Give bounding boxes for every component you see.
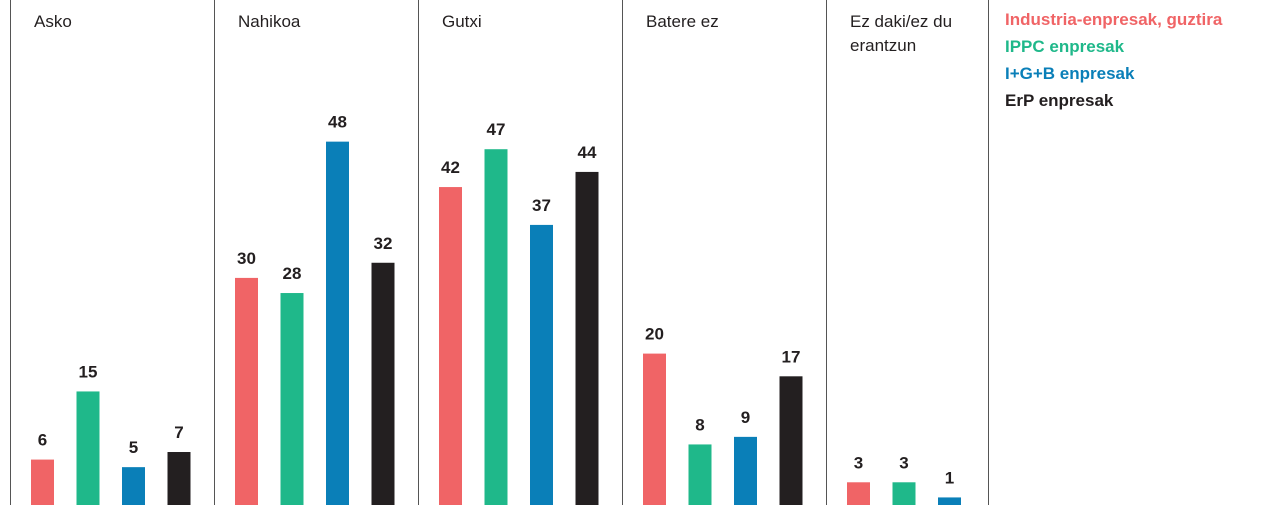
category-label: Asko (34, 12, 72, 31)
legend-entry: I+G+B enpresak (1005, 64, 1135, 83)
value-label: 9 (741, 408, 750, 427)
bar (371, 262, 395, 505)
bar (734, 436, 757, 505)
bar (892, 482, 916, 505)
value-label: 44 (578, 143, 597, 162)
value-label: 1 (945, 468, 954, 487)
value-label: 37 (532, 196, 551, 215)
bar (847, 482, 870, 505)
value-label: 17 (782, 347, 801, 366)
value-label: 20 (645, 325, 664, 344)
bar (439, 187, 462, 505)
value-label: 42 (441, 158, 460, 177)
value-label: 6 (38, 431, 47, 450)
bar (530, 224, 553, 505)
value-label: 32 (374, 234, 393, 253)
category-label: Nahikoa (238, 12, 301, 31)
bar (326, 141, 349, 505)
legend-entry: IPPC enpresak (1005, 37, 1125, 56)
bar (235, 277, 258, 505)
bar (76, 391, 100, 505)
bar (643, 353, 666, 505)
bar (167, 452, 191, 505)
bar (280, 293, 304, 505)
category-label: Batere ez (646, 12, 719, 31)
value-label: 47 (487, 120, 506, 139)
bar (688, 444, 712, 505)
bar (484, 149, 508, 505)
bar (779, 376, 803, 505)
value-label: 15 (79, 362, 98, 381)
bar (575, 171, 599, 505)
value-label: 8 (695, 415, 704, 434)
value-label: 5 (129, 438, 138, 457)
value-label: 7 (174, 423, 183, 442)
bar (31, 459, 54, 505)
value-label: 3 (899, 453, 908, 472)
category-label: Ez daki/ez du erantzun (850, 12, 953, 55)
value-label: 48 (328, 113, 347, 132)
value-label: 28 (283, 264, 302, 283)
bar (938, 497, 961, 505)
value-label: 30 (237, 249, 256, 268)
category-label: Gutxi (442, 12, 482, 31)
bar (122, 467, 145, 505)
legend-entry: ErP enpresak (1005, 91, 1114, 110)
value-label: 3 (854, 453, 863, 472)
legend-entry: Industria-enpresak, guztira (1005, 10, 1223, 29)
